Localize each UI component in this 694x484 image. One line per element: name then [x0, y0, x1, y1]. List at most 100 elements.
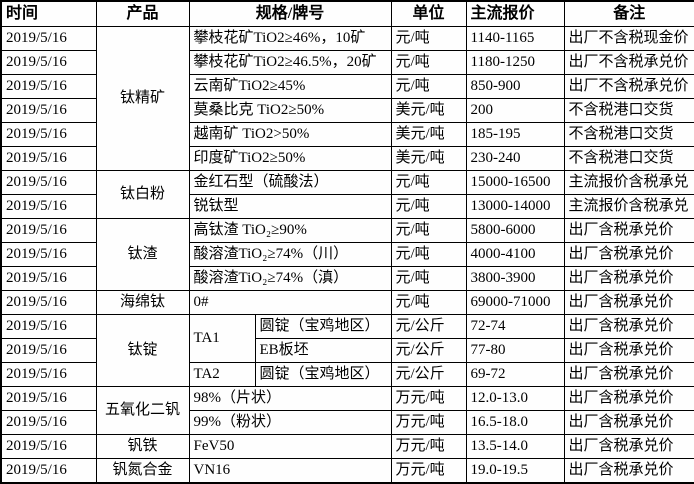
- spec-cell: 莫桑比克 TiO2≥50%: [188, 98, 392, 123]
- table-row: 2019/5/16 钛锭 TA1 圆锭（宝鸡地区） 元/公斤 72-74 出厂含税承兑价: [0, 314, 694, 387]
- col-header-spec: 规格/牌号: [188, 0, 392, 27]
- date-cell: 2019/5/16: [0, 338, 97, 363]
- note-cell: 出厂含税承兑价: [563, 314, 694, 339]
- unit-cell: 元/公斤: [390, 314, 467, 339]
- price-cell: 185-195: [465, 122, 565, 147]
- spec-cell: 高钛渣 TiO₂≥90%: [188, 218, 392, 243]
- product-cell: 钛渣: [95, 218, 190, 291]
- unit-cell: 元/吨: [390, 194, 467, 219]
- header-row: 时间 产品 规格/牌号 单位 主流报价 备注: [0, 0, 694, 27]
- table-row: 2019/5/16 五氧化二钒 98%（片状） 万元/吨 12.0-13.0 出厂含税承兑…: [0, 386, 694, 435]
- price-cell: 850-900: [465, 74, 565, 99]
- note-cell: 不含税港口交货: [563, 122, 694, 147]
- unit-cell: 万元/吨: [390, 434, 467, 459]
- date-cell: 2019/5/16: [0, 266, 97, 291]
- price-cell: 12.0-13.0: [465, 386, 565, 411]
- note-cell: 出厂含税承兑价: [563, 338, 694, 363]
- note-cell: 出厂不含税承兑价: [563, 74, 694, 99]
- price-cell: 200: [465, 98, 565, 123]
- price-table-body: 2019/5/16 钛精矿 攀枝花矿TiO2≥46%，10矿 元/吨 1140-1165…: [0, 26, 694, 484]
- price-cell: 1140-1165: [465, 26, 565, 51]
- note-cell: 主流报价含税承兑: [563, 194, 694, 219]
- unit-cell: 美元/吨: [390, 98, 467, 123]
- spec-cell: 0#: [188, 290, 392, 315]
- date-cell: 2019/5/16: [0, 74, 97, 99]
- price-cell: 1180-1250: [465, 50, 565, 75]
- unit-cell: 元/吨: [390, 170, 467, 195]
- unit-cell: 万元/吨: [390, 386, 467, 411]
- spec-cell: TA2: [188, 362, 256, 387]
- date-cell: 2019/5/16: [0, 410, 97, 435]
- price-cell: 72-74: [465, 314, 565, 339]
- price-cell: 230-240: [465, 146, 565, 171]
- date-cell: 2019/5/16: [0, 26, 97, 51]
- table-row: 2019/5/16 云南矿TiO2≥45% 元/吨 850-900 出厂不含税承兑价: [0, 74, 694, 99]
- unit-cell: 元/公斤: [390, 362, 467, 387]
- date-cell: 2019/5/16: [0, 458, 97, 484]
- date-cell: 2019/5/16: [0, 386, 97, 411]
- note-cell: 主流报价含税承兑: [563, 170, 694, 195]
- note-cell: 出厂不含税现金价: [563, 26, 694, 51]
- spec-cell: 锐钛型: [188, 194, 392, 219]
- date-cell: 2019/5/16: [0, 242, 97, 267]
- subspec-cell: 圆锭（宝鸡地区）: [254, 314, 392, 339]
- note-cell: 不含税港口交货: [563, 146, 694, 171]
- unit-cell: 元/吨: [390, 266, 467, 291]
- price-cell: 5800-6000: [465, 218, 565, 243]
- spec-cell: 攀枝花矿TiO2≥46%，10矿: [188, 26, 392, 51]
- note-cell: 出厂不含税承兑价: [563, 50, 694, 75]
- spec-cell: 云南矿TiO2≥45%: [188, 74, 392, 99]
- col-header-product: 产品: [95, 0, 190, 27]
- col-header-unit: 单位: [390, 0, 467, 27]
- product-cell: 海绵钛: [95, 290, 190, 315]
- price-cell: 13.5-14.0: [465, 434, 565, 459]
- date-cell: 2019/5/16: [0, 98, 97, 123]
- note-cell: 出厂含税承兑价: [563, 386, 694, 411]
- unit-cell: 美元/吨: [390, 146, 467, 171]
- unit-cell: 元/吨: [390, 290, 467, 315]
- date-cell: 2019/5/16: [0, 362, 97, 387]
- table-row: 2019/5/16 酸溶渣TiO₂≥74%（川） 元/吨 4000-4100 出厂含税承…: [0, 242, 694, 267]
- table-row: 2019/5/16 EB板坯 元/公斤 77-80 出厂含税承兑价: [0, 338, 694, 363]
- spec-cell: 越南矿 TiO2>50%: [188, 122, 392, 147]
- table-row: 2019/5/16 钒氮合金 VN16 万元/吨 19.0-19.5 出厂含税承兑价: [0, 458, 694, 484]
- price-cell: 16.5-18.0: [465, 410, 565, 435]
- spec-cell: 印度矿TiO2≥50%: [188, 146, 392, 171]
- table-row: 2019/5/16 海绵钛 0# 元/吨 69000-71000 出厂含税承兑价: [0, 290, 694, 315]
- product-cell: 钛白粉: [95, 170, 190, 219]
- unit-cell: 元/吨: [390, 74, 467, 99]
- note-cell: 出厂含税承兑价: [563, 362, 694, 387]
- note-cell: 出厂含税承兑价: [563, 242, 694, 267]
- date-cell: 2019/5/16: [0, 314, 97, 339]
- table-row: 2019/5/16 锐钛型 元/吨 13000-14000 主流报价含税承兑: [0, 194, 694, 219]
- col-header-time: 时间: [0, 0, 97, 27]
- table-row: 2019/5/16 越南矿 TiO2>50% 美元/吨 185-195 不含税港口交货: [0, 122, 694, 147]
- date-cell: 2019/5/16: [0, 434, 97, 459]
- table-header: 时间 产品 规格/牌号 单位 主流报价 备注: [0, 0, 694, 27]
- date-cell: 2019/5/16: [0, 194, 97, 219]
- table-row: 2019/5/16 钛白粉 金红石型（硫酸法） 元/吨 15000-16500 主流报价含…: [0, 170, 694, 219]
- date-cell: 2019/5/16: [0, 50, 97, 75]
- unit-cell: 元/公斤: [390, 338, 467, 363]
- note-cell: 不含税港口交货: [563, 98, 694, 123]
- note-cell: 出厂含税承兑价: [563, 266, 694, 291]
- table-row: 2019/5/16 钒铁 FeV50 万元/吨 13.5-14.0 出厂含税承兑价: [0, 434, 694, 459]
- product-cell: 钛锭: [95, 314, 190, 387]
- spec-cell: 金红石型（硫酸法）: [188, 170, 392, 195]
- product-cell: 五氧化二钒: [95, 386, 190, 435]
- col-header-price: 主流报价: [465, 0, 565, 27]
- subspec-cell: 圆锭（宝鸡地区）: [254, 362, 392, 387]
- date-cell: 2019/5/16: [0, 218, 97, 243]
- product-cell: 钒铁: [95, 434, 190, 459]
- spec-cell: 攀枝花矿TiO2≥46.5%，20矿: [188, 50, 392, 75]
- date-cell: 2019/5/16: [0, 290, 97, 315]
- note-cell: 出厂含税承兑价: [563, 410, 694, 435]
- unit-cell: 元/吨: [390, 242, 467, 267]
- note-cell: 出厂含税承兑价: [563, 218, 694, 243]
- table-row: 2019/5/16 99%（粉状） 万元/吨 16.5-18.0 出厂含税承兑价: [0, 410, 694, 435]
- unit-cell: 万元/吨: [390, 410, 467, 435]
- spec-cell: 酸溶渣TiO₂≥74%（川）: [188, 242, 392, 267]
- price-cell: 69-72: [465, 362, 565, 387]
- product-cell: 钒氮合金: [95, 458, 190, 484]
